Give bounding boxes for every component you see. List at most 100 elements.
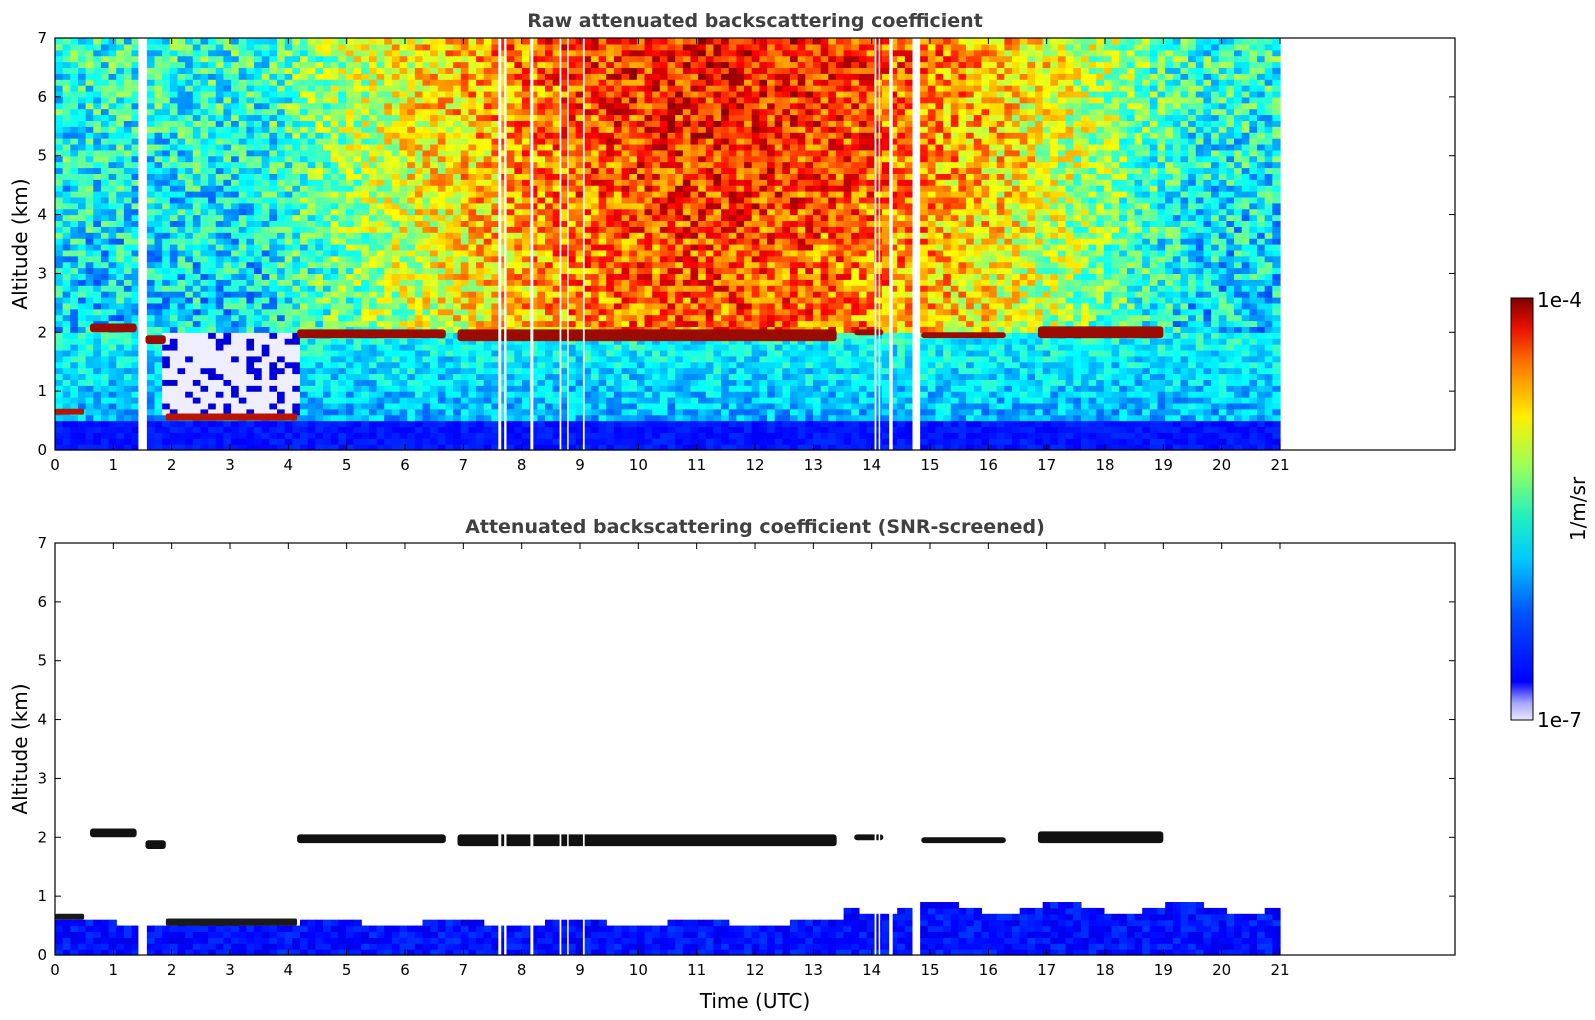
heatmap-cell: [598, 138, 607, 145]
heatmap-cell: [575, 361, 584, 369]
heatmap-cell: [300, 232, 309, 239]
heatmap-cell: [460, 267, 470, 275]
heatmap-cell: [468, 267, 477, 275]
heatmap-cell: [545, 320, 554, 327]
heatmap-cell: [154, 143, 163, 151]
heatmap-cell: [483, 114, 493, 121]
heatmap-cell: [62, 420, 71, 428]
heatmap-cell: [514, 114, 523, 121]
heatmap-cell: [55, 397, 64, 404]
heatmap-cell: [345, 302, 355, 310]
heatmap-cell: [476, 355, 485, 363]
heatmap-cell: [575, 355, 584, 363]
heatmap-cell: [598, 155, 607, 163]
heatmap-cell: [529, 338, 538, 345]
heatmap-cell: [93, 143, 102, 151]
heatmap-cell: [560, 102, 569, 110]
heatmap-cell: [407, 138, 416, 145]
heatmap-cell: [453, 102, 462, 110]
heatmap-cell: [93, 332, 102, 339]
heatmap-cell: [590, 85, 600, 92]
heatmap-cell: [108, 90, 117, 98]
heatmap-cell: [77, 90, 87, 98]
heatmap-cell: [169, 120, 179, 127]
heatmap-cell: [437, 249, 447, 257]
heatmap-cell: [261, 179, 270, 186]
heatmap-cell: [85, 138, 94, 145]
heatmap-cell: [70, 173, 79, 180]
heatmap-cell: [583, 38, 592, 45]
heatmap-cell: [223, 391, 232, 398]
heatmap-cell: [131, 391, 140, 398]
heatmap-cell: [93, 402, 102, 410]
heatmap-cell: [330, 90, 339, 98]
heatmap-cell: [238, 432, 248, 439]
heatmap-cell: [55, 185, 64, 192]
heatmap-cell: [545, 90, 554, 98]
heatmap-cell: [315, 138, 324, 145]
heatmap-cell: [123, 420, 133, 428]
heatmap-cell: [131, 61, 140, 69]
heatmap-cell: [537, 61, 546, 69]
heatmap-cell: [483, 185, 493, 192]
heatmap-cell: [414, 49, 424, 57]
heatmap-cell: [254, 397, 263, 404]
heatmap-cell: [70, 420, 79, 428]
heatmap-cell: [460, 308, 470, 316]
heatmap-cell: [208, 179, 217, 186]
heatmap-cell: [70, 332, 79, 339]
heatmap-cell: [292, 220, 301, 227]
heatmap-cell: [422, 273, 431, 280]
heatmap-cell: [93, 408, 102, 416]
heatmap-cell: [300, 285, 309, 292]
heatmap-cell: [345, 226, 355, 233]
heatmap-cell: [590, 226, 600, 233]
heatmap-cell: [376, 320, 385, 327]
heatmap-cell: [338, 249, 347, 257]
heatmap-cell: [108, 267, 117, 275]
heatmap-cell: [100, 438, 110, 445]
heatmap-cell: [131, 96, 140, 104]
heatmap-cell: [146, 432, 156, 439]
heatmap-cell: [514, 279, 523, 286]
heatmap-cell: [215, 402, 225, 410]
heatmap-cell: [185, 167, 194, 174]
heatmap-cell: [537, 43, 546, 51]
heatmap-cell: [93, 214, 102, 222]
heatmap-cell: [583, 108, 592, 116]
heatmap-cell: [583, 96, 592, 104]
heatmap-cell: [231, 397, 240, 404]
heatmap-cell: [85, 444, 94, 451]
heatmap-cell: [368, 367, 378, 375]
heatmap-cell: [77, 96, 87, 104]
heatmap-cell: [100, 138, 110, 145]
heatmap-cell: [537, 349, 546, 357]
heatmap-cell: [453, 255, 462, 263]
heatmap-cell: [338, 355, 347, 363]
heatmap-cell: [131, 308, 140, 316]
heatmap-cell: [575, 114, 584, 121]
heatmap-cell: [460, 67, 470, 74]
heatmap-cell: [131, 444, 140, 451]
heatmap-cell: [545, 73, 554, 80]
heatmap-cell: [100, 155, 110, 163]
heatmap-cell: [506, 149, 515, 157]
heatmap-cell: [560, 155, 569, 163]
heatmap-cell: [391, 391, 401, 398]
heatmap-cell: [62, 202, 71, 210]
heatmap-cell: [391, 296, 401, 304]
heatmap-cell: [300, 96, 309, 104]
heatmap-cell: [169, 408, 179, 416]
heatmap-cell: [100, 208, 110, 216]
heatmap-cell: [238, 302, 248, 310]
heatmap-cell: [499, 43, 508, 51]
heatmap-cell: [192, 61, 202, 69]
heatmap-cell: [537, 67, 546, 74]
heatmap-cell: [154, 96, 163, 104]
heatmap-cell: [77, 320, 87, 327]
heatmap-cell: [192, 96, 202, 104]
heatmap-cell: [491, 232, 500, 239]
heatmap-cell: [307, 296, 316, 304]
heatmap-cell: [215, 261, 225, 269]
heatmap-cell: [407, 155, 416, 163]
